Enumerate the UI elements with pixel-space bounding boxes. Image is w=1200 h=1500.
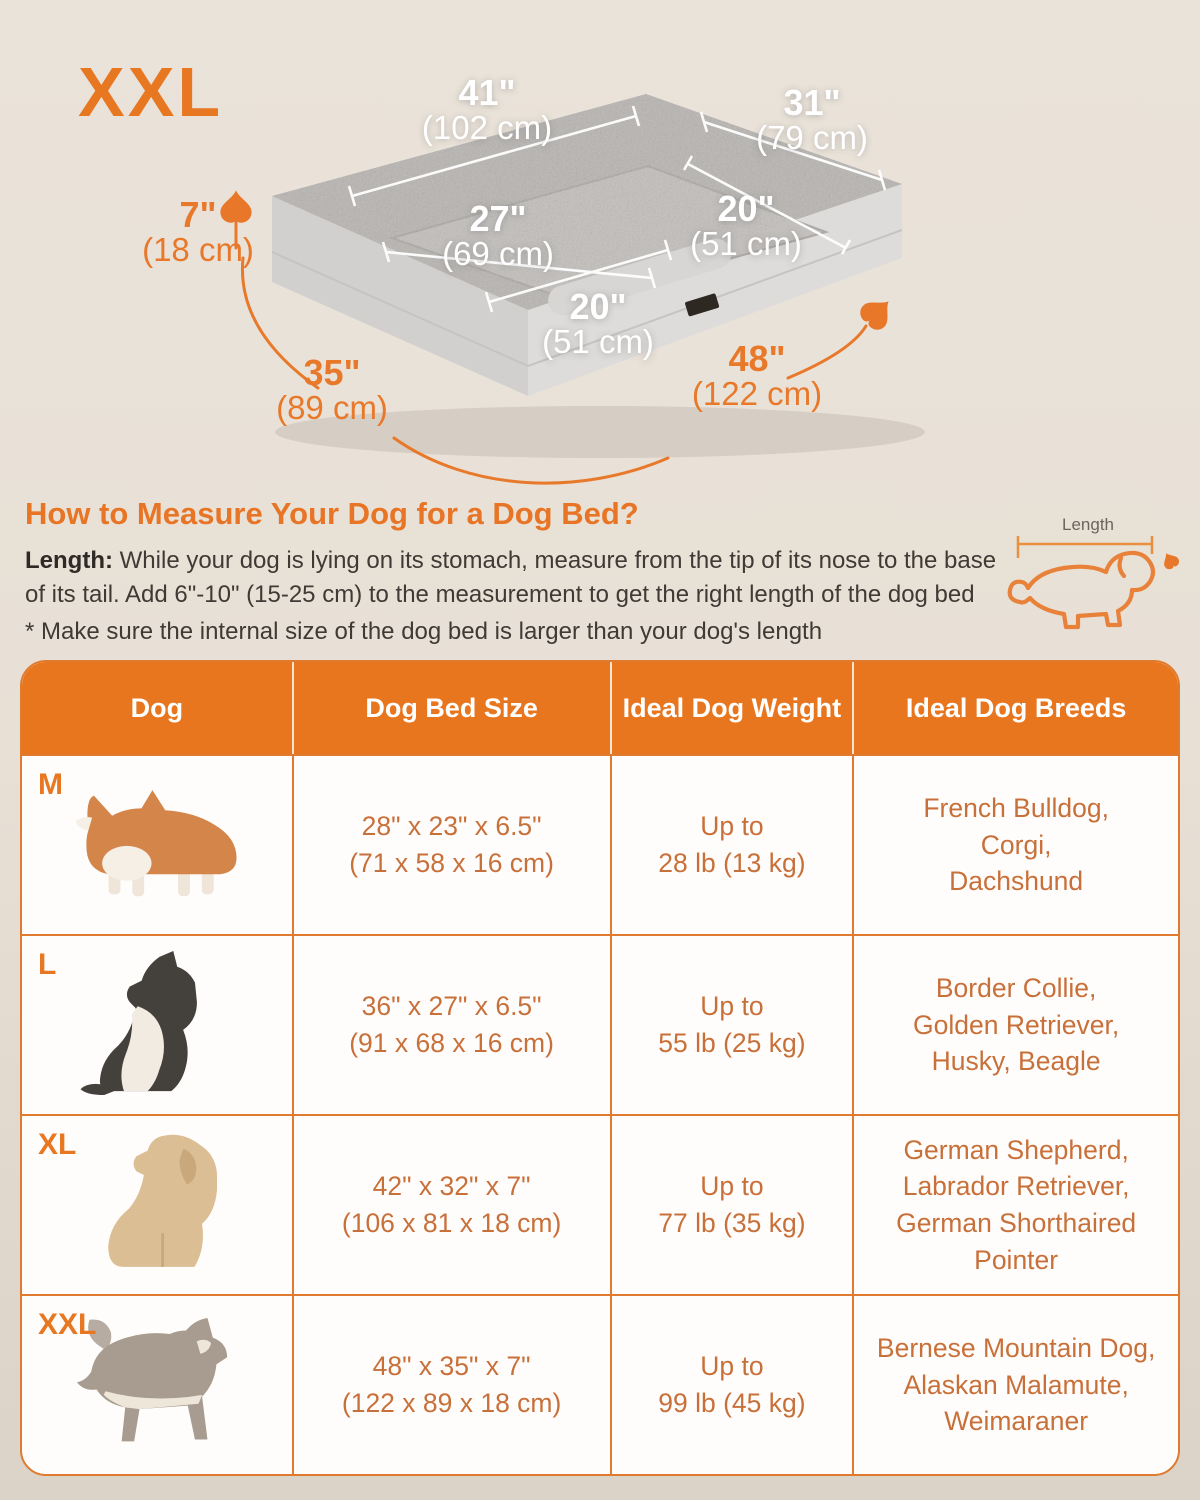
dim-front-width: 20" (51 cm) xyxy=(542,286,654,361)
length-arrow-heart-icon xyxy=(856,290,900,334)
labrador-photo xyxy=(108,1134,217,1267)
dog-cell: M xyxy=(22,756,294,934)
measuring-guide: How to Measure Your Dog for a Dog Bed? L… xyxy=(25,496,1010,649)
bed-dimension-diagram: XXL 41" (102 cm) 31" (79 cm) 27" (69 cm)… xyxy=(0,0,1200,490)
breeds-cell: Bernese Mountain Dog, Alaskan Malamute, … xyxy=(876,1333,1156,1437)
row-size-tag: XXL xyxy=(38,1308,97,1341)
guide-length-label: Length: xyxy=(25,547,113,574)
dog-cell: L xyxy=(22,936,294,1114)
dim-right-edge: 31" (79 cm) xyxy=(756,82,868,157)
border-collie-photo xyxy=(80,951,198,1096)
breeds-cell: Border Collie, Golden Retriever, Husky, … xyxy=(913,973,1120,1077)
row-size-tag: XL xyxy=(38,1128,77,1161)
inner-dimension-lines xyxy=(347,105,887,313)
guide-note: * Make sure the internal size of the dog… xyxy=(25,618,823,646)
guide-body: Length: While your dog is lying on its s… xyxy=(25,544,1010,612)
brand-tag xyxy=(685,293,720,317)
row-size-tag: M xyxy=(38,768,63,801)
bed-size-cell: 42" x 32" x 7" (106 x 81 x 18 cm) xyxy=(294,1116,612,1294)
weight-cell: Up to 55 lb (25 kg) xyxy=(612,936,855,1114)
size-comparison-table: Dog Dog Bed Size Ideal Dog Weight Ideal … xyxy=(20,660,1180,1476)
table-row-l: L 36" x 27" x 6.5" (91 x 68 x 16 cm) Up … xyxy=(22,934,1178,1114)
col-header-dog: Dog xyxy=(22,662,294,754)
col-header-weight: Ideal Dog Weight xyxy=(612,662,855,754)
dim-outer-length: 48" (122 cm) xyxy=(691,338,823,413)
length-measure-line xyxy=(1016,536,1154,558)
dim-outer-width: 35" (89 cm) xyxy=(276,352,388,427)
outer-dimension-lines xyxy=(234,218,868,485)
col-header-bed-size: Dog Bed Size xyxy=(294,662,612,754)
alaskan-malamute-photo xyxy=(77,1317,228,1442)
weight-cell: Up to 99 lb (45 kg) xyxy=(612,1296,855,1474)
bed-size-label: XXL xyxy=(78,53,224,131)
length-figure-label: Length xyxy=(1062,515,1114,534)
weight-cell: Up to 77 lb (35 kg) xyxy=(612,1116,855,1294)
measuring-dog-icon: Length xyxy=(1007,515,1181,630)
row-size-tag: L xyxy=(38,948,57,981)
dim-height: 7" (18 cm) xyxy=(142,194,254,269)
dim-inner-length: 27" (69 cm) xyxy=(442,198,554,273)
col-header-breeds: Ideal Dog Breeds xyxy=(905,692,1127,723)
bed-size-cell: 48" x 35" x 7" (122 x 89 x 18 cm) xyxy=(294,1296,612,1474)
bed-size-cell: 28" x 23" x 6.5" (71 x 58 x 16 cm) xyxy=(294,756,612,934)
dog-cell: XL xyxy=(22,1116,294,1294)
table-row-xl: XL 42" x 32" x 7" (106 x 81 x 18 cm) Up … xyxy=(22,1114,1178,1294)
dog-bed-illustration xyxy=(220,94,925,485)
table-row-xxl: XXL 48" x 35" x 7" (122 x 89 x 18 cm) Up… xyxy=(22,1294,1178,1474)
breeds-cell: German Shepherd, Labrador Retriever, Ger… xyxy=(896,1134,1137,1275)
guide-length-text: While your dog is lying on its stomach, … xyxy=(25,547,997,609)
table-row-m: M 28" x 23" x 6.5" (71 x 58 x 16 cm) Up … xyxy=(22,754,1178,934)
breeds-cell: French Bulldog, Corgi, Dachshund xyxy=(923,793,1109,897)
dim-inner-width: 20" (51 cm) xyxy=(690,188,802,263)
dim-top-edge: 41" (102 cm) xyxy=(421,72,553,147)
weight-cell: Up to 28 lb (13 kg) xyxy=(612,756,855,934)
dog-length-figure: Length xyxy=(1000,506,1190,656)
corgi-photo xyxy=(75,790,237,897)
dog-outline-icon xyxy=(1007,550,1156,630)
dog-cell: XXL xyxy=(22,1296,294,1474)
table-header-row: Dog Dog Bed Size Ideal Dog Weight Ideal … xyxy=(22,662,1178,754)
bed-shadow xyxy=(275,406,925,458)
small-heart-icon xyxy=(1159,549,1181,572)
guide-heading: How to Measure Your Dog for a Dog Bed? xyxy=(25,496,639,531)
bed-size-cell: 36" x 27" x 6.5" (91 x 68 x 16 cm) xyxy=(294,936,612,1114)
